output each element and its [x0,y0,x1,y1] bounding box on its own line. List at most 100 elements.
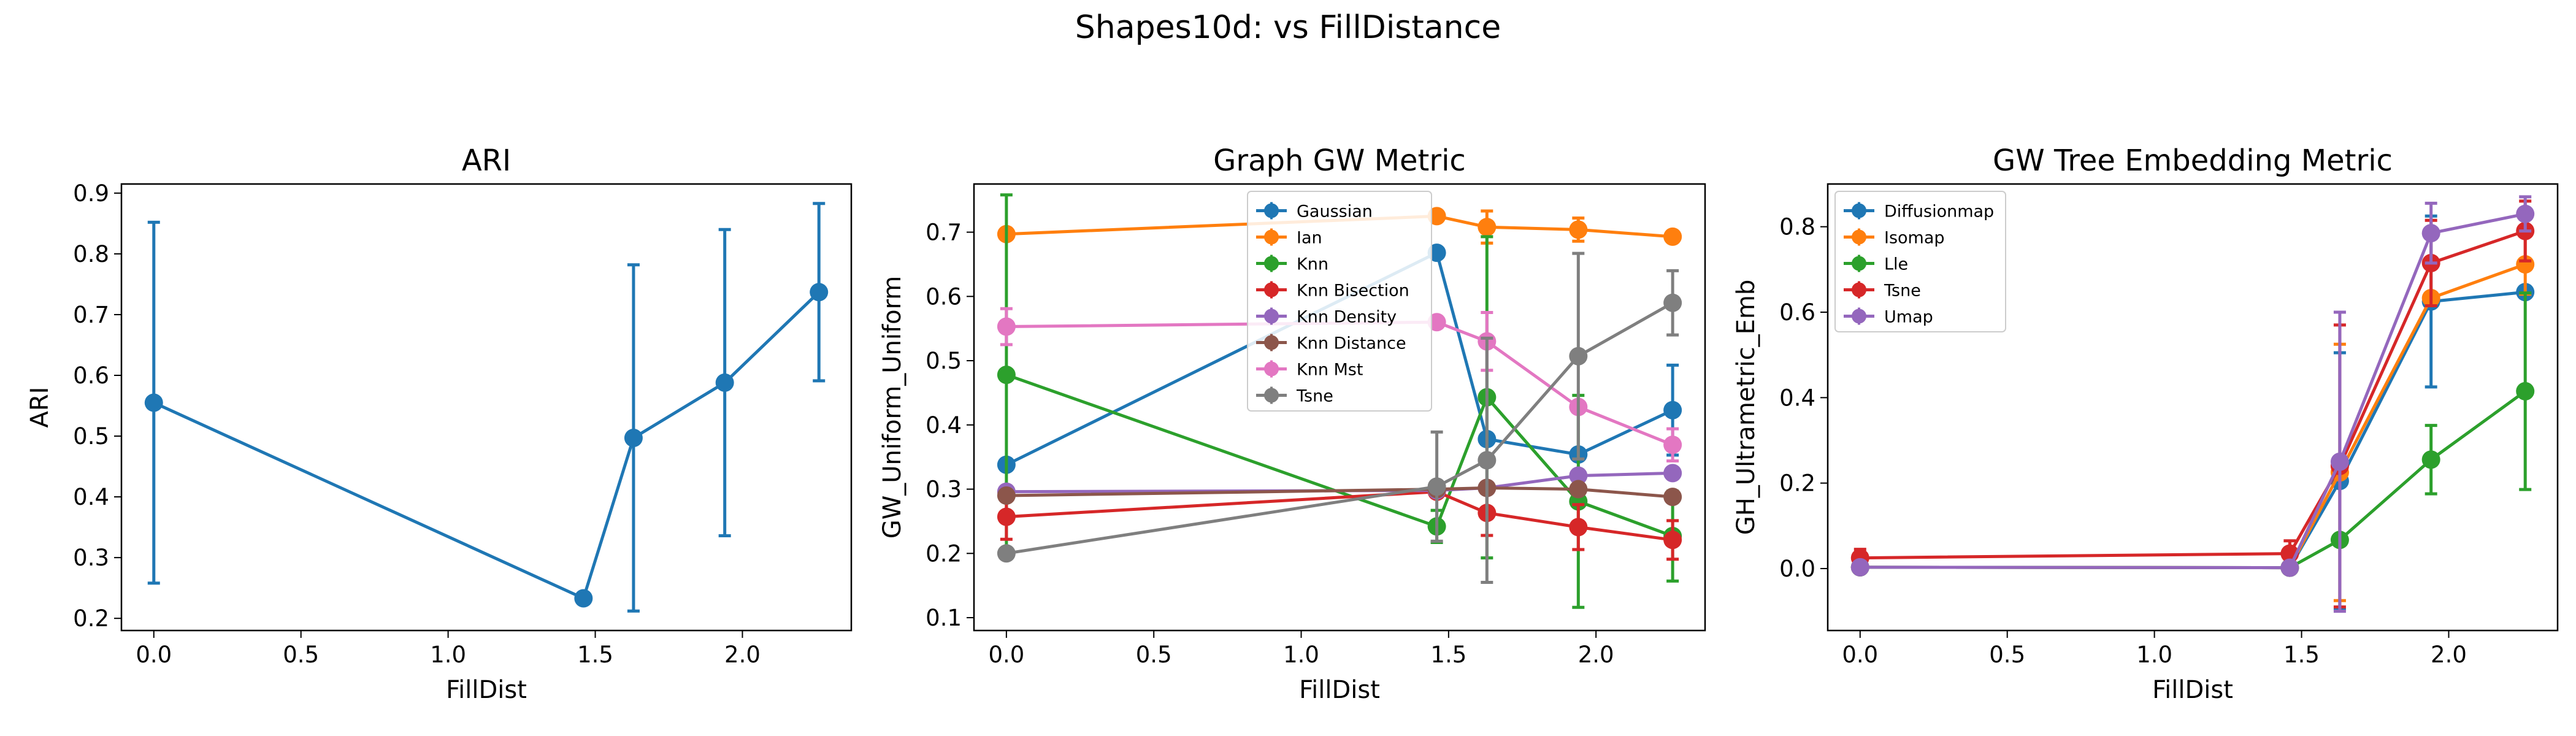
legend-entry: Knn Density [1256,307,1397,327]
x-tick-label: 1.5 [577,642,613,668]
x-axis-label: FillDist [2152,676,2233,704]
legend-label: Knn Distance [1297,334,1406,353]
y-tick-label: 0.5 [926,348,962,374]
y-tick-label: 0.5 [73,423,109,450]
series-1 [144,202,829,613]
x-axis-label: FillDist [1299,676,1380,704]
axes-frame [973,183,1706,632]
data-point [1478,218,1497,237]
y-tick-label: 0.3 [926,477,962,503]
y-tick-label: 0.3 [73,545,109,571]
series-tsne [997,251,1682,584]
legend-label: Knn [1297,255,1328,274]
legend-marker [1264,309,1279,324]
data-point [1663,401,1682,420]
legend-marker [1264,229,1279,245]
legend-entry: Knn [1256,255,1328,274]
legend-label: Knn Density [1297,308,1397,327]
legend-entry: Tsne [1844,281,1921,301]
data-point [2330,452,2349,471]
panel-title: Graph GW Metric [1213,144,1466,178]
legend-marker [1852,229,1866,245]
data-point [1663,464,1682,483]
y-tick-label: 0.7 [73,302,109,328]
data-point [1569,220,1588,239]
legend-label: Tsne [1296,387,1333,406]
x-tick-label: 0.5 [1989,642,2025,668]
data-point [997,317,1016,336]
y-tick-label: 0.2 [73,605,109,632]
legend: Gaussian Ian Knn Knn Bisection Knn Density Kn… [1247,191,1432,412]
legend-label: Umap [1884,308,1933,327]
y-tick-label: 0.6 [926,283,962,310]
data-point [624,429,643,448]
data-point [1427,313,1446,332]
panel-title: GW Tree Embedding Metric [1993,144,2393,178]
data-point [1850,558,1869,577]
y-axis-label: GH_Ultrametric_Emb [1732,280,1760,535]
legend-label: Tsne [1884,282,1921,301]
data-point [1569,480,1588,499]
x-tick-label: 1.0 [1283,642,1319,668]
y-axis-label: GW_Uniform_Uniform [878,276,907,539]
panel-title: ARI [462,144,511,178]
x-axis-label: FillDist [446,676,527,704]
x-tick-label: 0.5 [1136,642,1172,668]
data-point [1663,488,1682,507]
legend-marker [1852,309,1866,324]
legend-marker [1852,256,1866,271]
data-point [574,589,593,608]
data-point [1663,227,1682,246]
x-tick-label: 2.0 [724,642,761,668]
legend-entry: Umap [1844,307,1933,327]
data-point [997,507,1016,526]
data-point [1569,518,1588,537]
data-point [2280,558,2299,577]
legend-label: Lle [1884,255,1908,274]
data-point [810,283,829,302]
data-point [1663,293,1682,312]
y-tick-label: 0.1 [926,605,962,631]
axes-frame [1827,183,2559,632]
legend-marker [1264,361,1279,377]
legend-entry: Tsne [1256,386,1333,406]
y-tick-label: 0.4 [73,484,109,510]
x-tick-label: 0.0 [1842,642,1878,668]
y-tick-label: 0.8 [73,241,109,267]
legend-marker [1264,256,1279,271]
x-tick-label: 0.0 [988,642,1024,668]
data-point [1427,207,1446,226]
legend-marker [1264,335,1279,350]
legend-label: Knn Mst [1297,361,1363,380]
legend-entry: Knn Mst [1256,360,1363,380]
series-umap [1850,195,2535,613]
x-tick-label: 1.0 [2136,642,2172,668]
y-tick-label: 0.0 [1779,556,1815,582]
y-tick-label: 0.2 [926,540,962,567]
x-tick-label: 1.5 [1430,642,1466,668]
legend-entry: Lle [1844,255,1908,274]
data-point [1569,347,1588,366]
y-tick-label: 0.8 [1779,214,1815,240]
data-point [2421,224,2440,243]
legend-entry: Gaussian [1256,202,1373,221]
legend-label: Isomap [1884,229,1945,248]
y-tick-label: 0.9 [73,180,109,207]
data-point [1663,531,1682,550]
x-tick-label: 0.5 [283,642,319,668]
legend-label: Diffusionmap [1884,202,1994,221]
y-tick-label: 0.2 [1779,470,1815,497]
panel-1: ARI 0.0 0.5 1.0 1.5 2.0 0.2 0.3 0.4 0.5 0.6 0.7 0.8 0… [26,144,853,704]
legend-entry: Isomap [1844,228,1945,248]
legend-label: Gaussian [1297,202,1373,221]
y-tick-label: 0.4 [926,412,962,439]
x-tick-label: 2.0 [1578,642,1614,668]
legend-marker [1264,203,1279,218]
legend-entry: Knn Distance [1256,334,1406,353]
data-point [715,373,734,392]
axes-frame [120,183,853,632]
data-point [2516,204,2535,223]
x-tick-label: 1.0 [430,642,466,668]
figure-suptitle: Shapes10d: vs FillDistance [1075,9,1501,46]
